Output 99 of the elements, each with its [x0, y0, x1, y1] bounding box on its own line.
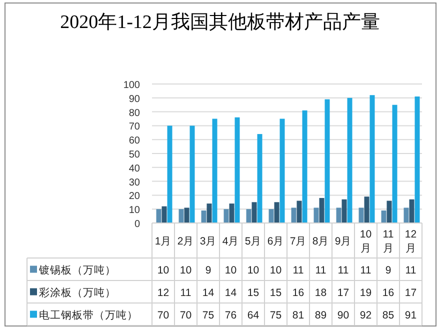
- x-tick-label: 10月: [360, 228, 372, 254]
- data-label: 75: [202, 309, 214, 322]
- y-tick-label: 40: [128, 163, 140, 174]
- data-label: 92: [360, 309, 372, 322]
- bar: [190, 126, 195, 223]
- data-label: 14: [202, 286, 214, 299]
- bar: [404, 208, 409, 223]
- x-tick-label: 5月: [244, 236, 262, 248]
- data-label: 10: [157, 264, 170, 276]
- data-label: 70: [180, 309, 192, 322]
- x-tick-label: 3月: [200, 236, 217, 248]
- bar: [342, 199, 347, 223]
- title: 2020年1-12月我国其他板带材产品产量: [60, 12, 380, 33]
- bar: [234, 117, 240, 223]
- x-tick-label: 2月: [177, 236, 194, 248]
- data-label: 89: [314, 309, 327, 322]
- bar: [229, 204, 234, 223]
- x-tick-label: 12月: [404, 228, 417, 254]
- bar: [156, 209, 162, 223]
- data-label: 16: [292, 286, 304, 299]
- bar: [212, 118, 218, 223]
- bar: [392, 104, 398, 223]
- x-tick-label: 8月: [312, 236, 330, 248]
- x-tick-label: 6月: [267, 236, 284, 248]
- bar: [162, 206, 167, 223]
- bar: [257, 134, 262, 223]
- bar: [178, 209, 184, 223]
- bar: [252, 202, 257, 223]
- data-label: 9: [205, 264, 212, 276]
- legend-label: 镀锡板（万吨）: [38, 263, 116, 276]
- data-label: 11: [180, 286, 192, 299]
- data-label: 15: [270, 286, 282, 299]
- bar: [414, 96, 420, 223]
- bar: [347, 98, 352, 223]
- y-tick-label: 80: [128, 108, 140, 119]
- bar: [291, 208, 296, 223]
- data-label: 11: [292, 264, 304, 276]
- bar: [386, 200, 392, 223]
- bar: [302, 110, 308, 223]
- data-label: 70: [157, 309, 170, 322]
- data-label: 19: [360, 286, 372, 299]
- data-label: 17: [337, 286, 350, 299]
- y-tick-label: 10: [128, 205, 140, 216]
- data-label: 76: [224, 309, 237, 322]
- data-label: 11: [338, 264, 349, 276]
- bar: [324, 99, 330, 223]
- data-label: 17: [404, 286, 417, 299]
- x-tick-label: 9月: [334, 236, 352, 248]
- y-tick-label: 50: [128, 150, 140, 160]
- bar: [358, 208, 364, 223]
- data-label: 81: [292, 309, 304, 322]
- x-tick-label: 1月: [154, 236, 172, 248]
- data-label: 11: [405, 264, 416, 276]
- bar: [409, 199, 414, 223]
- y-tick-label: 60: [128, 136, 140, 147]
- data-label: 10: [224, 264, 237, 276]
- data-label: 11: [360, 264, 372, 276]
- data-label: 15: [247, 286, 260, 299]
- y-tick-label: 90: [128, 94, 140, 105]
- data-label: 14: [224, 286, 237, 299]
- bar: [268, 209, 274, 223]
- bar: [201, 210, 206, 223]
- y-tick-label: 0: [134, 219, 140, 230]
- bar: [167, 126, 172, 223]
- data-label: 90: [337, 309, 350, 322]
- y-tick-label: 70: [128, 122, 140, 133]
- bar: [296, 200, 302, 223]
- data-label: 9: [385, 264, 392, 276]
- data-label: 12: [157, 286, 170, 299]
- data-label: 18: [314, 286, 327, 299]
- bar: [274, 202, 280, 223]
- x-tick-label: 11月: [382, 228, 394, 254]
- bar: [314, 208, 319, 223]
- y-tick-label: 100: [123, 80, 140, 91]
- bar: [280, 118, 285, 223]
- bar: [224, 209, 229, 223]
- bar: [370, 95, 375, 223]
- bar: [319, 198, 324, 223]
- data-label: 10: [247, 264, 260, 276]
- data-label: 64: [247, 309, 260, 322]
- x-tick-label: 7月: [290, 236, 307, 248]
- bar: [336, 208, 342, 223]
- legend-label: 电工钢板带（万吨）: [39, 308, 138, 322]
- bar: [364, 196, 370, 223]
- data-label: 16: [382, 286, 394, 299]
- x-tick-label: 4月: [222, 236, 240, 248]
- data-label: 91: [404, 309, 417, 322]
- bar: [246, 209, 252, 223]
- bar: [206, 204, 212, 223]
- data-label: 11: [315, 264, 326, 276]
- y-tick-label: 20: [128, 191, 140, 202]
- y-tick-label: 30: [128, 177, 140, 188]
- bar: [184, 208, 190, 223]
- legend-label: 彩涂板（万吨）: [39, 286, 116, 299]
- data-label: 75: [270, 309, 282, 322]
- data-label: 10: [180, 264, 192, 276]
- bar: [381, 210, 386, 223]
- data-label: 85: [382, 309, 394, 322]
- data-label: 10: [270, 264, 282, 276]
